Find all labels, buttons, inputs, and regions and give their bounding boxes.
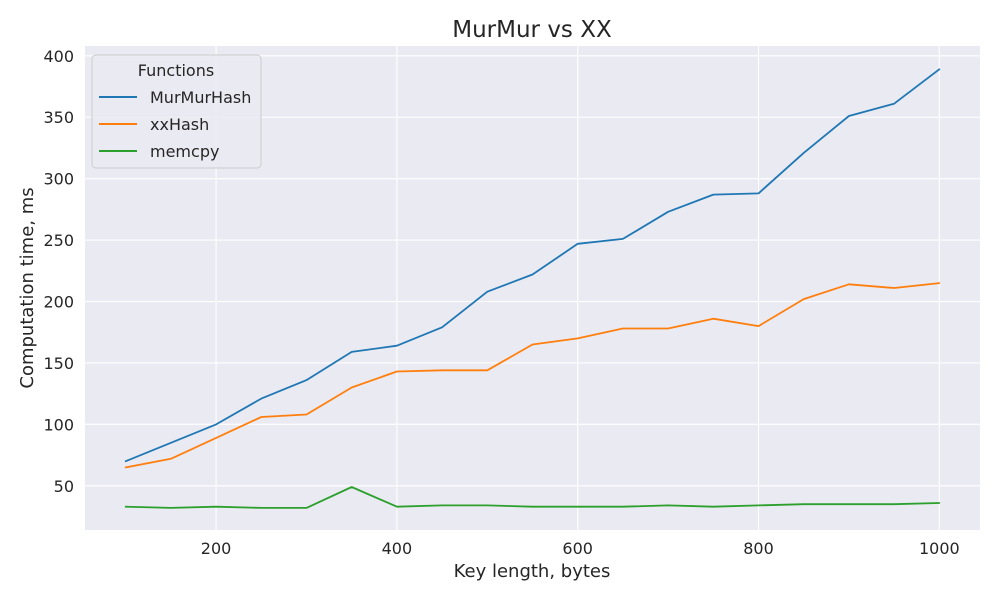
series-group xyxy=(124,68,941,509)
series-line-memcpy xyxy=(124,486,941,509)
series-line-xxhash xyxy=(124,282,941,469)
y-tick-label: 150 xyxy=(43,354,74,373)
y-axis-label: Computation time, ms xyxy=(17,187,38,388)
y-tick-label: 400 xyxy=(43,47,74,66)
chart-title: MurMur vs XX xyxy=(452,17,612,43)
y-tick-label: 200 xyxy=(43,293,74,312)
y-tick-labels: 50 100 150 200 250 300 350 400 xyxy=(43,47,74,496)
y-tick-label: 50 xyxy=(54,477,74,496)
gridlines xyxy=(85,46,980,530)
x-axis-label: Key length, bytes xyxy=(454,561,611,582)
legend: Functions MurMurHash xxHash memcpy xyxy=(91,54,262,169)
y-tick-label: 300 xyxy=(43,170,74,189)
x-tick-label: 200 xyxy=(201,539,232,558)
series-line-murmurhash xyxy=(124,68,941,463)
x-tick-label: 800 xyxy=(743,539,774,558)
legend-box xyxy=(91,54,262,169)
y-tick-label: 250 xyxy=(43,231,74,250)
x-tick-label: 600 xyxy=(562,539,593,558)
legend-label-xxhash: xxHash xyxy=(150,115,209,134)
y-tick-label: 100 xyxy=(43,415,74,434)
x-tick-labels: 200 400 600 800 1000 xyxy=(201,539,960,558)
legend-title: Functions xyxy=(138,61,214,80)
y-tick-label: 350 xyxy=(43,108,74,127)
legend-label-memcpy: memcpy xyxy=(150,142,219,161)
x-tick-label: 1000 xyxy=(919,539,960,558)
legend-label-murmurhash: MurMurHash xyxy=(150,88,251,107)
x-tick-label: 400 xyxy=(382,539,413,558)
